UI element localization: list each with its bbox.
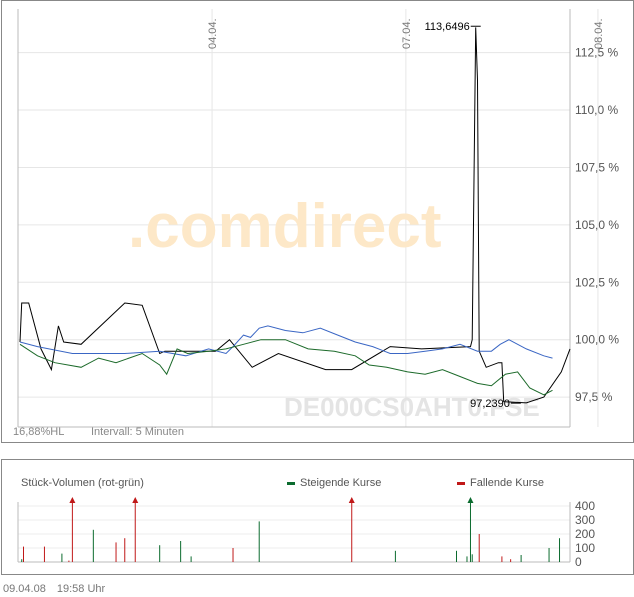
legend-rising-swatch — [287, 482, 295, 485]
hl-info: 16,88%HL — [13, 426, 64, 438]
y-tick-label: 110,0 % — [575, 103, 618, 117]
volume-y-tick: 200 — [575, 527, 595, 541]
comdirect-watermark: .comdirect — [128, 192, 442, 261]
volume-chart: Stück-Volumen (rot-grün) Steigende Kurse F… — [17, 477, 595, 569]
y-tick-label: 97,5 % — [575, 390, 613, 404]
y-tick-label: 100,0 % — [575, 333, 619, 347]
series-line-green — [19, 339, 553, 396]
isin-watermark: DE000CS0AHT0.FSE — [284, 392, 540, 422]
legend-falling-label: Fallende Kurse — [470, 477, 544, 489]
series-line-blue — [19, 325, 553, 359]
volume-y-tick: 300 — [575, 513, 595, 527]
price-chart: 112,5 % 110,0 % 107,5 % 105,0 % 102,5 % 100,0… — [13, 9, 619, 438]
volume-y-tick: 400 — [575, 499, 595, 513]
overflow-arrow-icon — [132, 497, 139, 503]
volume-y-tick: 0 — [575, 555, 582, 569]
date-label: 08.04. — [593, 18, 605, 49]
y-tick-label: 107,5 % — [575, 160, 619, 174]
legend-falling-swatch — [457, 482, 465, 485]
interval-info: Intervall: 5 Minuten — [91, 426, 184, 438]
footer: 09.04.08 19:58 Uhr — [3, 583, 113, 595]
overflow-arrow-icon — [467, 497, 474, 503]
y-tick-label: 112,5 % — [575, 46, 618, 60]
y-tick-label: 102,5 % — [575, 275, 619, 289]
volume-title: Stück-Volumen (rot-grün) — [21, 477, 144, 489]
max-label: 113,6496 — [425, 21, 470, 33]
price-chart-panel: 112,5 % 110,0 % 107,5 % 105,0 % 102,5 % 100,0… — [1, 0, 634, 443]
date-label: 04.04. — [207, 18, 219, 49]
series-line-black — [19, 27, 571, 404]
footer-date: 09.04.08 — [3, 583, 46, 595]
overflow-arrow-icon — [348, 497, 355, 503]
legend-rising-label: Steigende Kurse — [300, 477, 381, 489]
y-tick-label: 105,0 % — [575, 218, 619, 232]
volume-chart-panel: Stück-Volumen (rot-grün) Steigende Kurse F… — [1, 459, 634, 575]
volume-y-tick: 100 — [575, 541, 595, 555]
footer-time: 19:58 Uhr — [56, 583, 106, 595]
date-label: 07.04. — [401, 18, 413, 49]
min-label: 97,2390 — [470, 398, 510, 410]
overflow-arrow-icon — [69, 497, 76, 503]
